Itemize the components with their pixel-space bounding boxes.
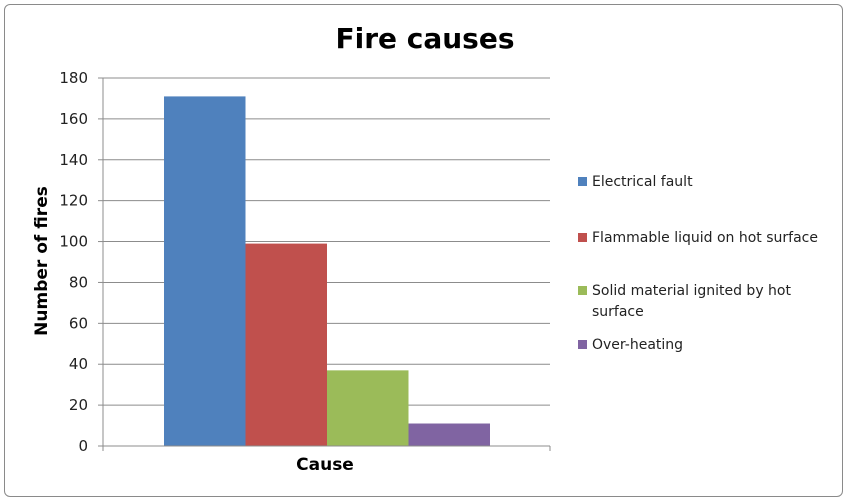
y-tick-label: 100 xyxy=(59,233,88,251)
legend-item: Electrical fault xyxy=(578,174,693,190)
y-tick-label: 20 xyxy=(69,396,88,414)
bar-solid-material-ignited-by-hot-surface xyxy=(327,370,409,446)
y-tick-label: 80 xyxy=(69,273,88,291)
legend-swatch xyxy=(578,177,587,186)
y-tick-label: 0 xyxy=(78,437,88,455)
bar-flammable-liquid-on-hot-surface xyxy=(245,243,327,446)
y-tick-labels: 0 20 40 60 80 100 120 140 160 180 xyxy=(59,69,88,455)
y-tick-label: 60 xyxy=(69,314,88,332)
legend-label: Electrical fault xyxy=(592,174,693,190)
legend-label: Over-heating xyxy=(592,337,683,353)
legend-swatch xyxy=(578,233,587,242)
legend-item: Over-heating xyxy=(578,337,683,353)
legend-item: Flammable liquid on hot surface xyxy=(578,230,818,246)
y-tick-label: 120 xyxy=(59,192,88,210)
chart-frame xyxy=(4,4,843,497)
legend-label: Solid material ignited by hot surface xyxy=(592,283,791,320)
legend-swatch xyxy=(578,286,587,295)
y-tick-label: 40 xyxy=(69,355,88,373)
y-tick-label: 160 xyxy=(59,110,88,128)
y-tick-label: 140 xyxy=(59,151,88,169)
y-tick-label: 180 xyxy=(59,69,88,87)
legend-swatch xyxy=(578,340,587,349)
bar-electrical-fault xyxy=(164,96,246,447)
bars xyxy=(164,96,490,447)
chart-title: Fire causes xyxy=(335,22,514,55)
legend-item: Solid material ignited by hot surface xyxy=(578,283,791,320)
x-axis-title: Cause xyxy=(296,455,354,475)
legend-label: Flammable liquid on hot surface xyxy=(592,230,818,246)
axes xyxy=(102,78,551,451)
legend: Electrical fault Flammable liquid on hot … xyxy=(578,174,818,353)
y-axis-title: Number of fires xyxy=(32,186,52,336)
bar-over-heating xyxy=(408,423,490,446)
